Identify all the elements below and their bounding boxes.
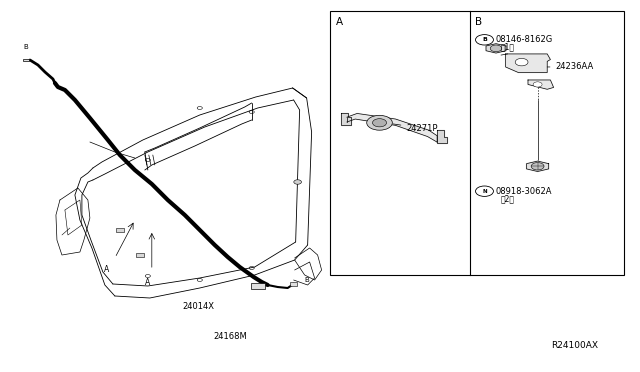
Text: A: A (145, 278, 150, 287)
Text: N: N (482, 189, 487, 194)
Circle shape (531, 163, 544, 170)
Polygon shape (506, 54, 550, 73)
Bar (330, 11, 624, 275)
Polygon shape (527, 161, 548, 171)
Text: A: A (336, 17, 343, 27)
Polygon shape (437, 130, 447, 143)
Text: 24168M: 24168M (214, 332, 247, 341)
Text: B: B (475, 17, 482, 27)
Bar (24, 58, 29, 61)
Polygon shape (341, 113, 351, 125)
Circle shape (367, 115, 392, 130)
Circle shape (515, 58, 528, 66)
Circle shape (294, 180, 301, 184)
Circle shape (533, 82, 542, 87)
Polygon shape (528, 80, 554, 89)
Text: B: B (24, 44, 28, 50)
Bar (136, 253, 143, 257)
Text: R24100AX: R24100AX (552, 341, 598, 350)
Circle shape (372, 119, 387, 127)
Text: （1）: （1） (501, 42, 515, 51)
Text: （2）: （2） (501, 194, 515, 203)
Circle shape (490, 45, 502, 52)
Text: 08918-3062A: 08918-3062A (496, 187, 552, 196)
Text: 24014X: 24014X (182, 302, 214, 311)
Text: 24236AA: 24236AA (547, 62, 594, 71)
Text: A: A (104, 265, 109, 274)
Text: 08146-8162G: 08146-8162G (496, 35, 553, 44)
Polygon shape (347, 113, 437, 142)
Text: B: B (305, 277, 309, 283)
Polygon shape (486, 44, 506, 53)
Text: 24271P: 24271P (393, 124, 438, 133)
Text: B: B (482, 37, 487, 42)
Bar (252, 283, 266, 289)
Bar (116, 228, 124, 232)
Bar (290, 282, 298, 286)
